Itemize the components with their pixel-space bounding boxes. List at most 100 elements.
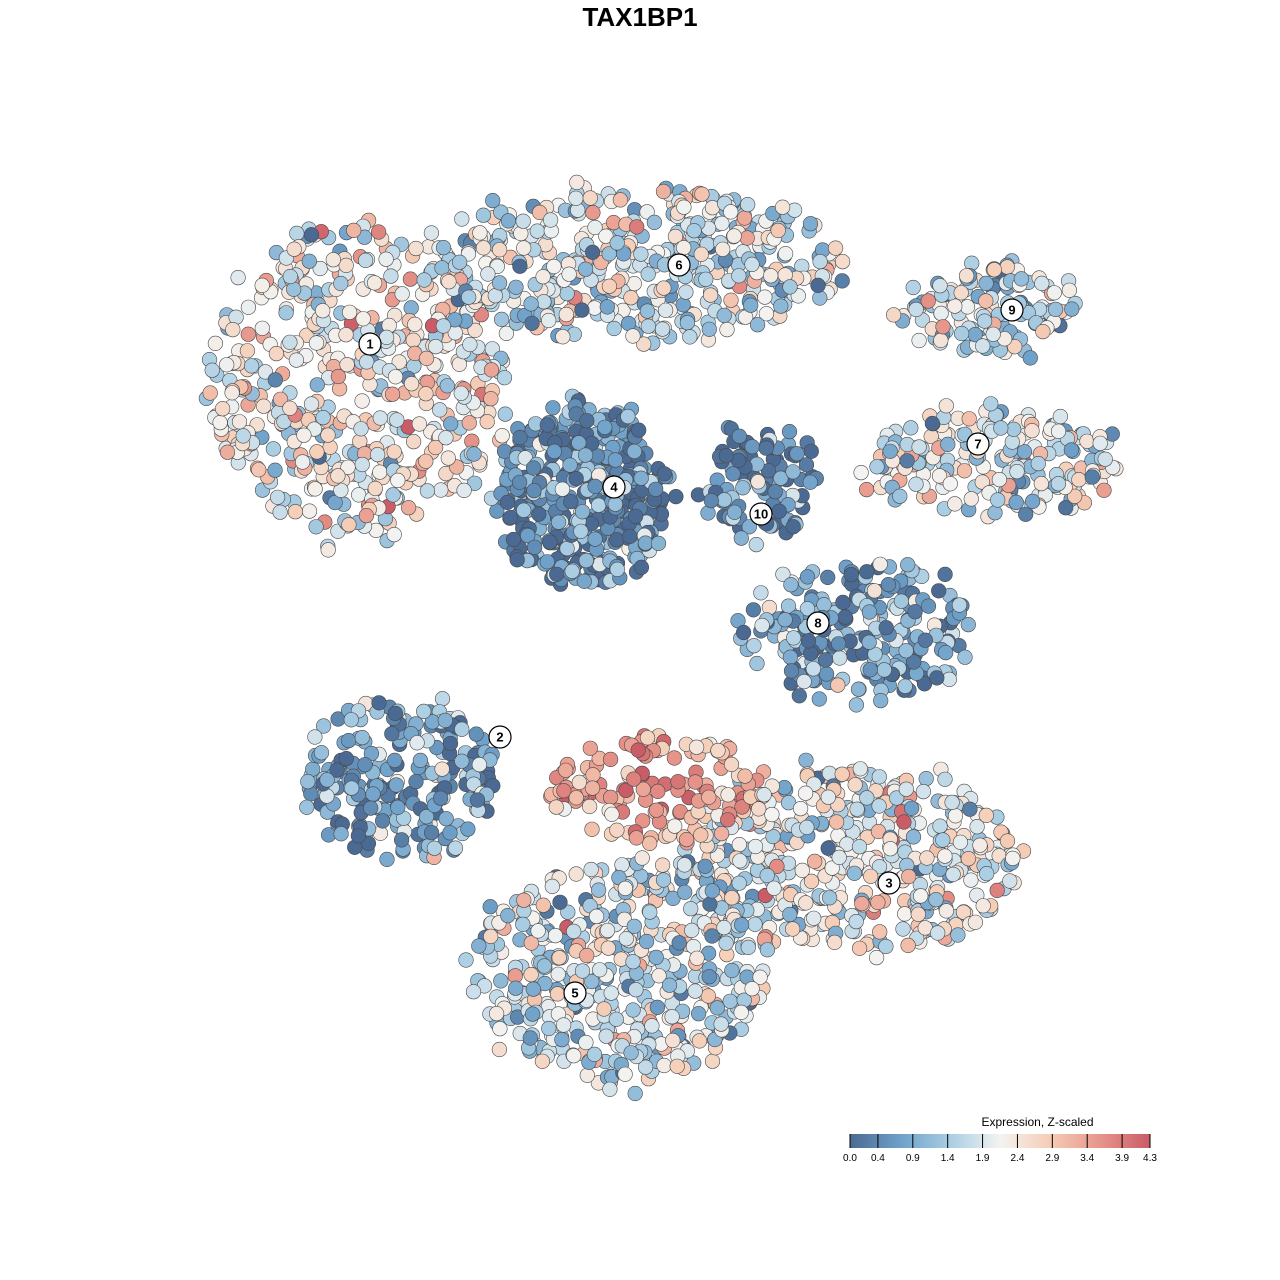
cell-point — [546, 443, 562, 460]
cell-point — [655, 872, 672, 888]
cluster-label-10: 10 — [749, 502, 773, 526]
cell-point — [638, 933, 655, 950]
cell-point — [520, 527, 536, 544]
cell-point — [676, 240, 692, 256]
cell-point — [409, 735, 425, 751]
cell-point — [300, 773, 316, 790]
cell-point — [612, 192, 629, 208]
cell-point — [418, 386, 434, 402]
cell-point — [718, 935, 734, 951]
cell-point — [1006, 421, 1022, 437]
cell-point — [562, 457, 578, 473]
cell-point — [759, 942, 776, 958]
cell-point — [910, 906, 926, 922]
cell-point — [805, 661, 822, 677]
cell-point — [587, 531, 603, 547]
cell-point — [803, 645, 819, 662]
cell-point — [219, 357, 235, 373]
cell-point — [785, 630, 802, 646]
cell-point — [955, 904, 972, 920]
cell-point — [272, 391, 289, 407]
cell-point — [863, 868, 879, 884]
cell-point — [871, 859, 888, 875]
cell-point — [1092, 435, 1108, 451]
legend-tick-label: 1.9 — [976, 1153, 990, 1164]
legend-tick-label: 2.4 — [1010, 1153, 1024, 1164]
cell-point — [878, 938, 894, 955]
cell-point — [466, 446, 482, 462]
cluster-label-text: 7 — [974, 437, 981, 452]
cell-point — [489, 503, 505, 519]
cell-point — [679, 315, 696, 331]
cell-point — [585, 205, 601, 221]
cluster-label-1: 1 — [358, 332, 382, 356]
cell-point — [953, 325, 970, 342]
cell-point — [573, 523, 589, 539]
cell-point — [351, 487, 367, 503]
cell-point — [812, 254, 828, 270]
cell-point — [330, 368, 347, 385]
cell-point — [938, 903, 955, 919]
cell-point — [524, 315, 540, 331]
cell-point — [627, 1085, 643, 1102]
cell-point — [834, 766, 850, 782]
cell-point — [475, 207, 492, 223]
cell-point — [530, 923, 546, 939]
cell-point — [586, 1046, 603, 1062]
cell-point — [740, 197, 756, 213]
cell-point — [719, 322, 735, 338]
cell-point — [960, 851, 977, 867]
cell-point — [639, 730, 656, 746]
cell-point — [568, 866, 584, 882]
cell-point — [579, 1067, 595, 1083]
legend-tick-label: 2.9 — [1045, 1153, 1059, 1164]
cell-point — [354, 393, 370, 409]
cell-point — [791, 688, 807, 704]
cell-point — [508, 279, 524, 295]
cell-point — [517, 450, 533, 466]
cell-point — [713, 825, 730, 842]
cell-point — [607, 496, 623, 512]
cell-point — [671, 935, 687, 951]
cell-point — [219, 444, 236, 460]
cell-point — [678, 831, 695, 848]
cell-point — [882, 443, 898, 459]
cell-point — [859, 564, 875, 580]
cell-point — [917, 632, 934, 648]
cell-point — [286, 241, 302, 257]
cell-point — [1050, 423, 1067, 439]
cell-point — [1033, 476, 1049, 492]
cell-point — [623, 290, 639, 306]
cell-point — [357, 757, 373, 773]
cell-point — [789, 446, 805, 462]
cell-point — [467, 322, 483, 339]
cell-point — [492, 275, 508, 291]
cell-point — [333, 826, 349, 842]
cell-point — [947, 496, 963, 512]
cell-point — [861, 604, 878, 620]
cell-point — [359, 354, 375, 370]
cell-point — [740, 939, 756, 956]
cluster-label-6: 6 — [667, 253, 691, 277]
cell-point — [505, 531, 522, 548]
cell-point — [418, 453, 434, 469]
cell-point — [483, 391, 499, 407]
cell-point — [754, 617, 770, 634]
cell-point — [832, 650, 848, 666]
cell-point — [212, 415, 228, 431]
cell-point — [340, 459, 356, 475]
cell-point — [650, 783, 666, 800]
cell-point — [830, 636, 847, 652]
cell-point — [735, 624, 752, 641]
cell-point — [724, 890, 740, 906]
cell-point — [582, 740, 598, 756]
cell-point — [301, 253, 317, 269]
cell-point — [870, 894, 886, 911]
cell-point — [905, 279, 921, 296]
cell-point — [391, 354, 407, 370]
cell-point — [868, 949, 885, 966]
cell-point — [800, 633, 817, 649]
cell-point — [525, 460, 542, 476]
cell-point — [584, 821, 600, 837]
cell-point — [574, 963, 591, 979]
